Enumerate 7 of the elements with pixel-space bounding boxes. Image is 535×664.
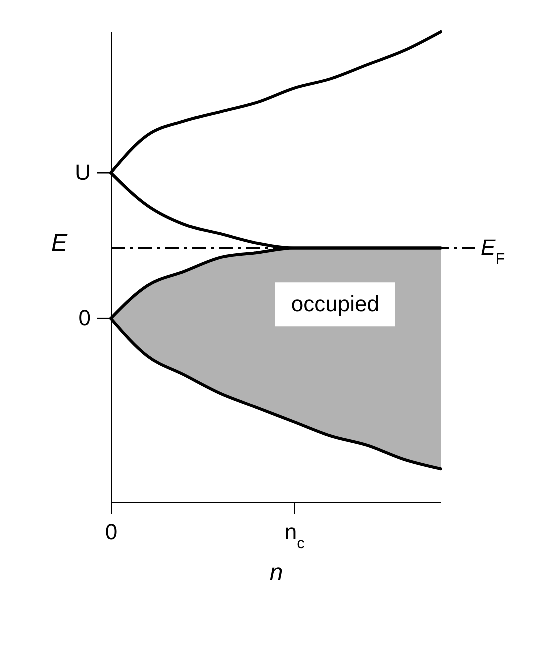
x-tick-label: n$_{c}$ bbox=[284, 520, 306, 552]
annotation: occupied bbox=[291, 292, 380, 317]
x-axis-title: n bbox=[270, 560, 284, 586]
text: 0 bbox=[78, 306, 91, 331]
text: U bbox=[75, 160, 91, 185]
y-axis-title: E bbox=[51, 230, 68, 257]
ref-line-label: E$_{F}$ bbox=[481, 235, 506, 268]
